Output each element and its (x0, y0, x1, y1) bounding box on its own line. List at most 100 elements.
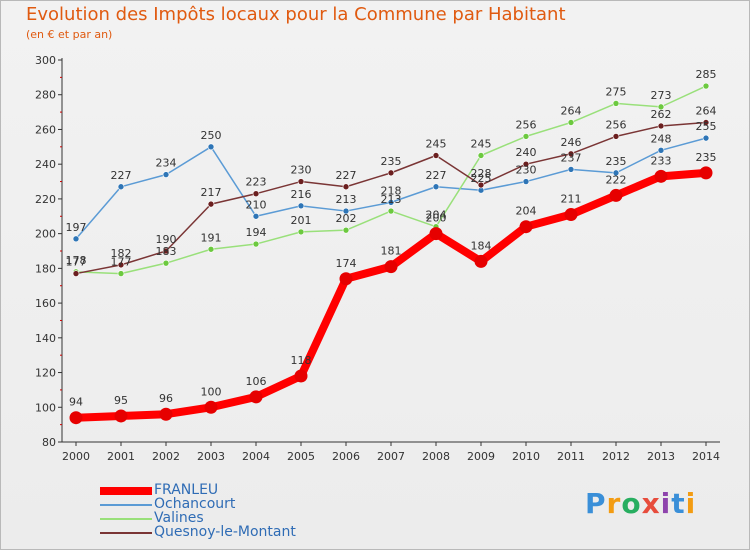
data-label: 204 (426, 209, 447, 222)
data-point (477, 152, 485, 159)
data-point (249, 390, 263, 404)
x-tick-label: 2006 (332, 450, 360, 463)
y-tick-label: 180 (35, 262, 56, 275)
data-point (252, 190, 260, 197)
data-label: 245 (426, 138, 447, 151)
data-label: 182 (111, 247, 132, 260)
data-point (657, 122, 665, 130)
data-label: 248 (651, 132, 672, 145)
data-point (207, 143, 215, 151)
data-point (159, 407, 173, 421)
data-point (207, 200, 215, 208)
data-point (609, 188, 623, 202)
logo-letter: i (660, 487, 672, 520)
data-label: 235 (606, 155, 627, 168)
y-tick-label: 140 (35, 332, 56, 345)
data-point (162, 171, 170, 178)
data-label: 228 (471, 167, 492, 180)
data-point (342, 183, 350, 191)
data-point (69, 411, 83, 425)
x-tick-label: 2002 (152, 450, 180, 463)
data-label: 181 (381, 245, 402, 258)
y-tick-label: 160 (35, 297, 56, 310)
legend-swatch-quesnoy (100, 532, 152, 534)
x-tick-label: 2010 (512, 450, 540, 463)
y-tick-label: 80 (42, 436, 56, 449)
x-tick-label: 2012 (602, 450, 630, 463)
y-tick-label: 300 (35, 54, 56, 67)
x-tick-label: 2009 (467, 450, 495, 463)
legend-swatch-franleu (100, 487, 152, 495)
data-label: 100 (201, 385, 222, 398)
data-label: 264 (696, 105, 717, 118)
data-point (384, 260, 398, 274)
data-label: 235 (696, 151, 717, 164)
data-label: 222 (606, 173, 627, 186)
data-label: 255 (696, 120, 717, 133)
chart-title: Evolution des Impôts locaux pour la Comm… (26, 4, 566, 25)
data-point (117, 183, 125, 191)
data-label: 184 (471, 239, 492, 252)
x-tick-label: 2008 (422, 450, 450, 463)
legend-label-ochancourt: Ochancourt (154, 496, 236, 512)
data-label: 230 (516, 164, 537, 177)
legend-label-quesnoy: Quesnoy-le-Montant (154, 524, 296, 540)
data-label: 264 (561, 105, 582, 118)
y-tick-label: 240 (35, 158, 56, 171)
chart-subtitle: (en € et par an) (26, 28, 113, 41)
x-tick-label: 2013 (647, 450, 675, 463)
data-label: 235 (381, 155, 402, 168)
x-tick-label: 2000 (62, 450, 90, 463)
data-label: 197 (66, 221, 87, 234)
y-tick-label: 200 (35, 228, 56, 241)
y-tick-label: 260 (35, 123, 56, 136)
data-point (519, 220, 533, 234)
y-tick-label: 280 (35, 89, 56, 102)
data-label: 233 (651, 154, 672, 167)
data-label: 211 (561, 193, 582, 206)
data-label: 213 (381, 193, 402, 206)
data-label: 230 (291, 164, 312, 177)
logo-letter: r (606, 487, 622, 520)
data-label: 95 (114, 394, 128, 407)
data-label: 250 (201, 129, 222, 142)
data-label: 227 (111, 169, 132, 182)
legend-swatch-ochancourt (100, 504, 152, 506)
data-label: 216 (291, 188, 312, 201)
data-point (477, 181, 485, 189)
data-label: 204 (516, 205, 537, 218)
logo-letter: o (621, 487, 642, 520)
x-tick-label: 2003 (197, 450, 225, 463)
data-point (294, 369, 308, 383)
data-point (567, 150, 575, 158)
data-point (654, 169, 668, 183)
legend-label-valines: Valines (154, 510, 204, 526)
data-label: 246 (561, 136, 582, 149)
legend-swatch-valines (100, 518, 152, 520)
data-label: 234 (156, 157, 177, 170)
data-point (702, 82, 710, 90)
data-point (612, 100, 620, 107)
data-point (252, 212, 260, 220)
data-label: 94 (69, 396, 83, 409)
data-point (657, 146, 665, 154)
data-label: 256 (516, 118, 537, 131)
logo-letter: x (641, 487, 661, 520)
data-label: 190 (156, 233, 177, 246)
data-point (522, 178, 530, 185)
data-point (567, 119, 575, 126)
logo-letter: t (671, 487, 686, 520)
x-tick-label: 2007 (377, 450, 405, 463)
data-point (522, 133, 530, 140)
data-label: 210 (246, 198, 267, 211)
data-point (114, 409, 128, 423)
data-point (699, 166, 713, 180)
data-point (297, 178, 305, 185)
data-label: 273 (651, 89, 672, 102)
proxiti-logo: Proxiti (585, 487, 696, 520)
data-label: 240 (516, 146, 537, 159)
x-tick-label: 2011 (557, 450, 585, 463)
data-point (612, 133, 620, 140)
y-tick-label: 100 (35, 401, 56, 414)
